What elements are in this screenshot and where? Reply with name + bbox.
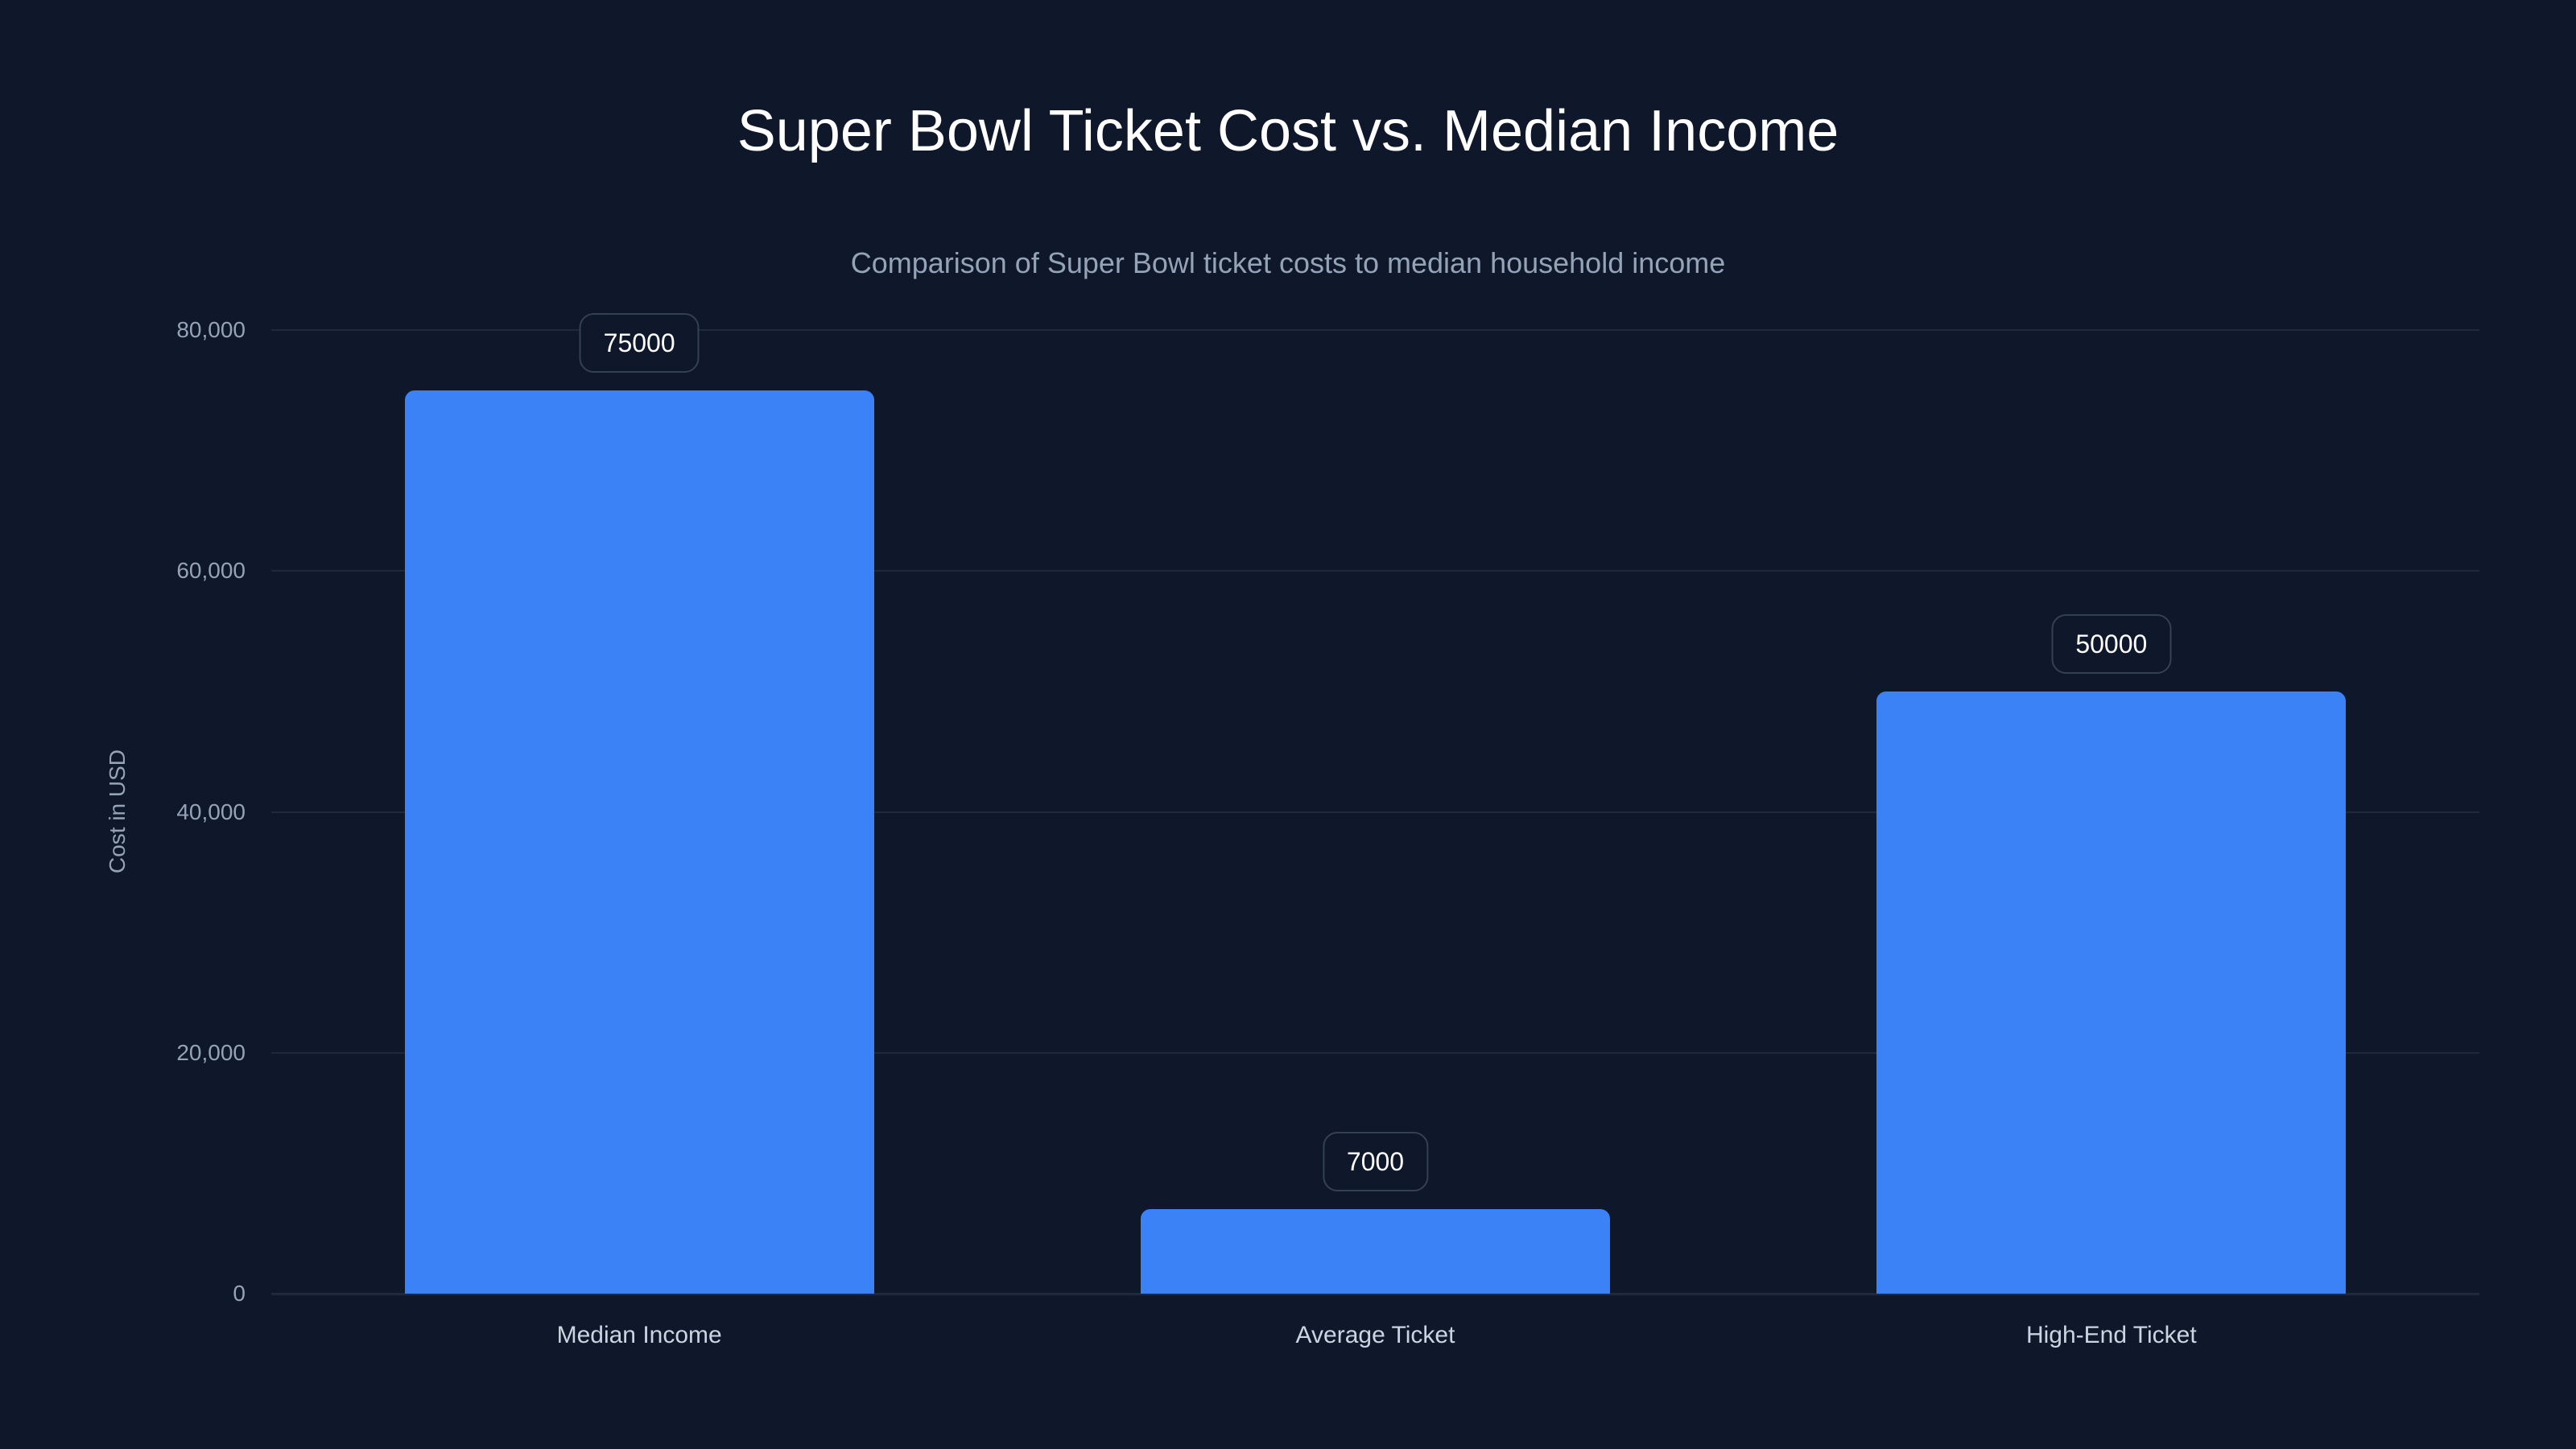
gridline [271, 329, 2479, 331]
x-tick-label: Average Ticket [1295, 1322, 1455, 1348]
x-tick-label: Median Income [556, 1322, 722, 1348]
gridline [271, 811, 2479, 813]
y-tick-label: 40,000 [176, 799, 246, 824]
y-tick-label: 80,000 [176, 317, 246, 342]
bar-average-ticket[interactable] [1141, 1209, 1610, 1294]
y-axis-title: Cost in USD [105, 749, 130, 874]
y-tick-label: 20,000 [176, 1039, 246, 1065]
x-tick-label: High-End Ticket [2025, 1322, 2197, 1348]
y-tick-label: 60,000 [176, 558, 246, 584]
gridline [271, 570, 2479, 572]
bar-median-income[interactable] [404, 390, 874, 1294]
bar-value-label: 7000 [1322, 1132, 1429, 1192]
bar-value-label: 75000 [579, 312, 700, 373]
bar-high-end-ticket[interactable] [1876, 691, 2347, 1294]
y-tick-label: 0 [233, 1281, 246, 1306]
chart-title: Super Bowl Ticket Cost vs. Median Income [737, 99, 1839, 163]
x-axis-line [271, 1293, 2479, 1295]
gridline [271, 1051, 2479, 1054]
bar-value-label: 50000 [2051, 613, 2172, 674]
chart-subtitle: Comparison of Super Bowl ticket costs to… [850, 246, 1726, 279]
